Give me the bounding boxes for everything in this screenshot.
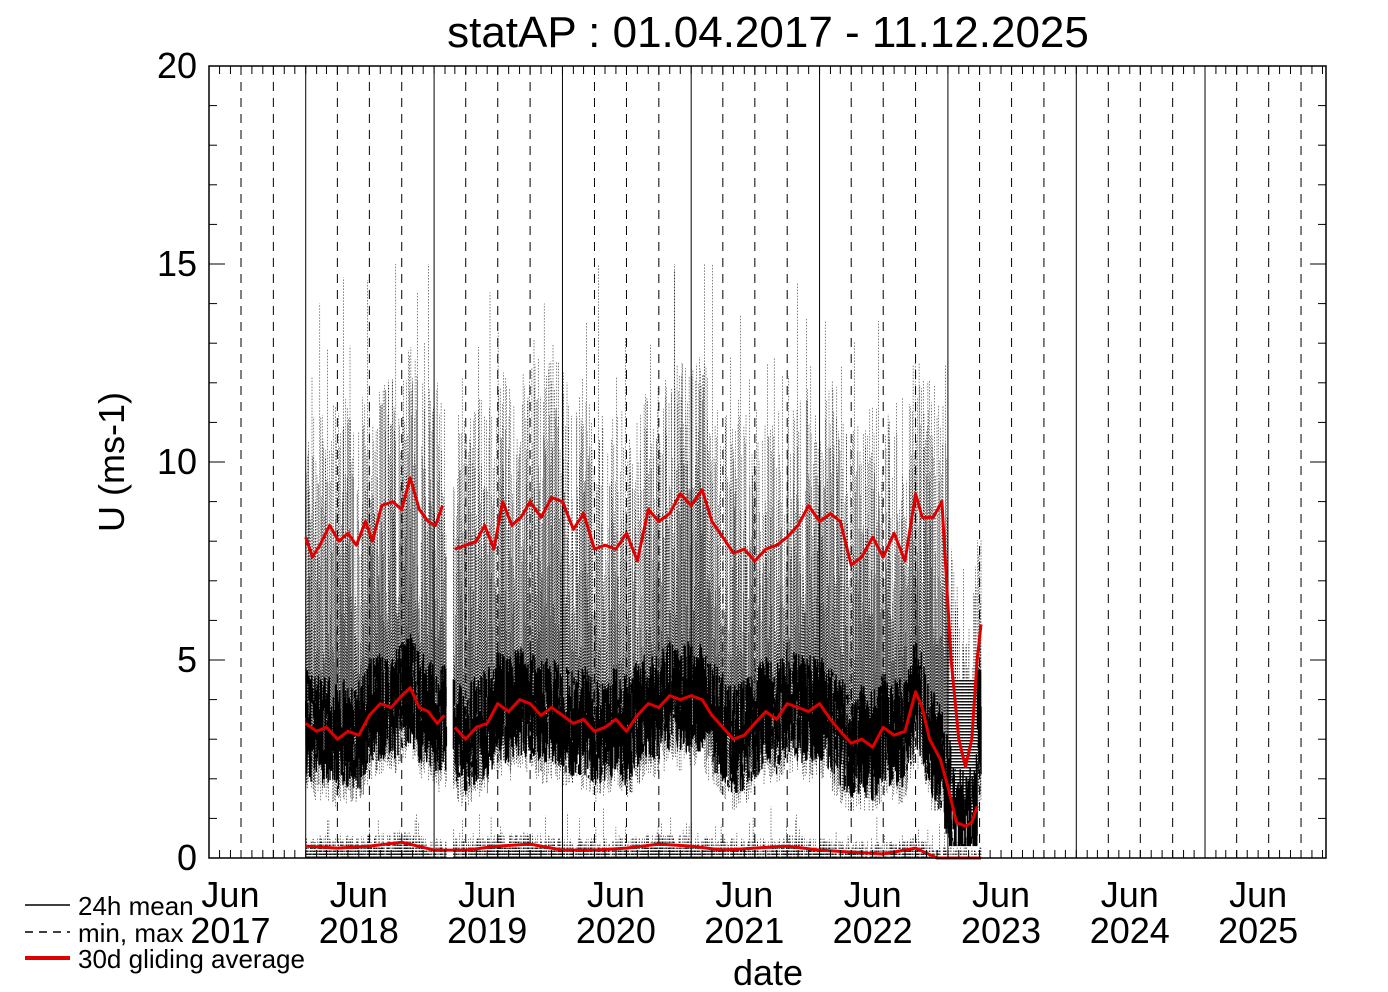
x-axis: Jun2017Jun2018Jun2019Jun2020Jun2021Jun20… [190,66,1323,951]
x-tick-label-year: 2022 [833,910,913,951]
y-tick-label: 20 [157,45,197,86]
y-axis: 0 5 10 15 20 [157,45,1326,878]
x-tick-label-month: Jun [587,874,645,915]
x-tick-label-year: 2020 [576,910,656,951]
gliding-average-line [305,840,981,860]
x-tick-label-year: 2021 [704,910,784,951]
x-tick-label-month: Jun [844,874,902,915]
x-tick-label-year: 2019 [447,910,527,951]
x-tick-label-month: Jun [458,874,516,915]
x-tick-label-month: Jun [201,874,259,915]
x-tick-label-year: 2025 [1218,910,1298,951]
y-tick-label: 0 [177,837,197,878]
gliding-average-series [304,476,983,860]
legend-label: 30d gliding average [78,944,305,974]
y-tick-label: 10 [157,441,197,482]
x-tick-label-year: 2017 [190,910,270,951]
legend-label: min, max [78,918,183,948]
x-tick-label-month: Jun [330,874,388,915]
legend-label: 24h mean [78,891,194,921]
gliding-average-line [304,686,979,828]
x-tick-label-month: Jun [1101,874,1159,915]
y-tick-label: 15 [157,243,197,284]
x-tick-label-year: 2023 [961,910,1041,951]
x-tick-label-month: Jun [972,874,1030,915]
x-axis-label: date [733,952,803,992]
y-tick-label: 5 [177,639,197,680]
daily-mean-series [305,633,982,847]
chart-title: statAP : 01.04.2017 - 11.12.2025 [447,8,1089,57]
x-tick-label-month: Jun [1229,874,1287,915]
gliding-average-line [304,476,983,769]
y-axis-label: U (ms-1) [91,392,132,532]
x-tick-label-year: 2024 [1090,910,1170,951]
x-tick-label-year: 2018 [319,910,399,951]
daily-mean-series [305,633,982,847]
x-tick-label-month: Jun [715,874,773,915]
